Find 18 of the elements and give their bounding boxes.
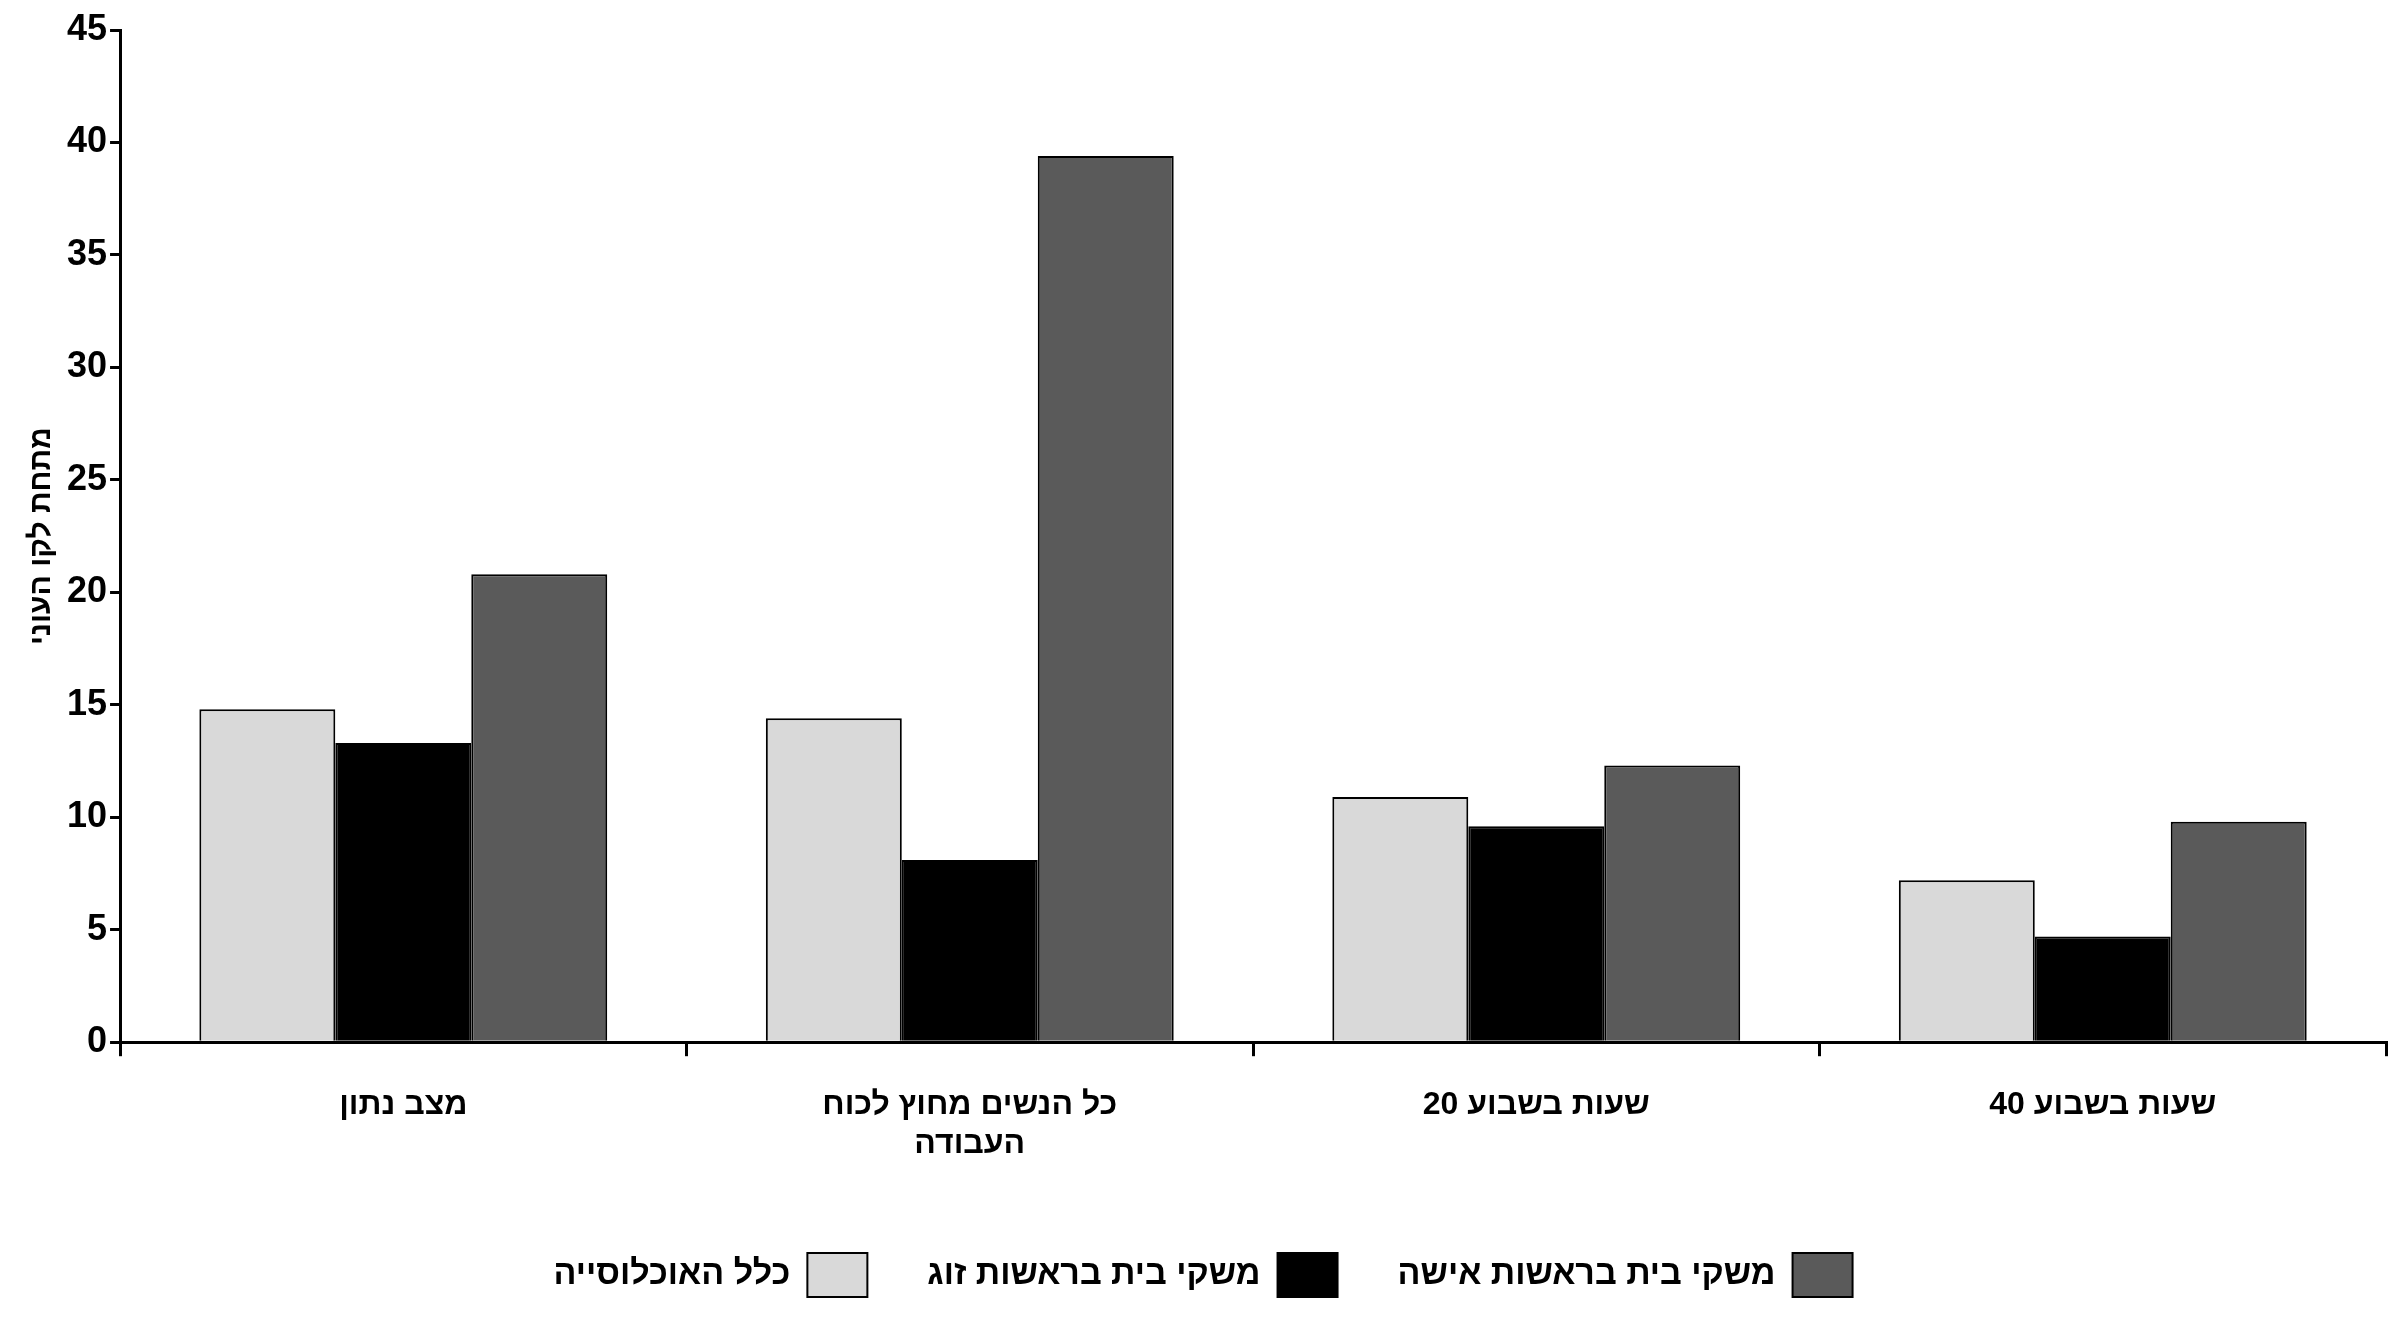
y-tick-label: 40 bbox=[67, 119, 108, 161]
y-tick-label: 5 bbox=[87, 906, 108, 948]
y-tick-label: 30 bbox=[67, 344, 108, 386]
x-tick-label: כל הנשים מחוץ לכוח העבודה bbox=[822, 1085, 1118, 1160]
y-tick-label: 0 bbox=[87, 1019, 108, 1061]
x-tick-label: 40 שעות בשבוע bbox=[1989, 1085, 2217, 1122]
y-tick-label: 15 bbox=[67, 681, 108, 723]
y-tick-label: 10 bbox=[67, 794, 108, 836]
legend-label: משקי בית בראשות זוג bbox=[927, 1253, 1261, 1292]
legend-label: כלל האוכלוסייה bbox=[553, 1253, 791, 1292]
y-tick-label: 25 bbox=[67, 456, 108, 498]
y-axis-title: מתחת לקו העוני bbox=[23, 427, 57, 646]
y-tick-label: 35 bbox=[67, 231, 108, 273]
y-tick-label: 45 bbox=[67, 6, 108, 48]
x-tick-label: מצב נתון bbox=[339, 1085, 468, 1122]
x-tick-label: 20 שעות בשבוע bbox=[1422, 1085, 1650, 1122]
y-tick-label: 20 bbox=[67, 569, 108, 611]
legend-label: משקי בית בראשות אישה bbox=[1397, 1253, 1776, 1292]
